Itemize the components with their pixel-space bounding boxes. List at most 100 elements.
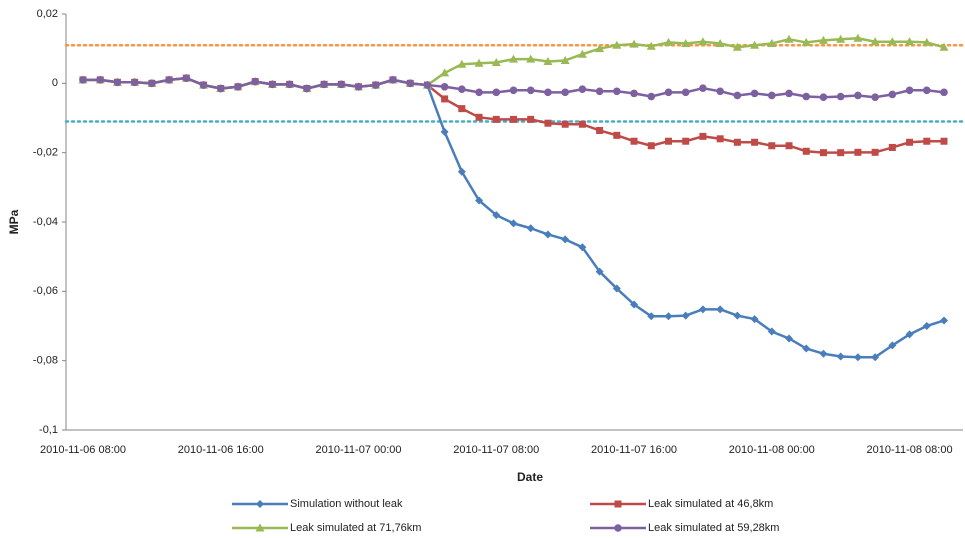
data-point (595, 267, 604, 276)
data-point (492, 211, 501, 220)
data-point (698, 37, 708, 46)
data-point (784, 34, 794, 43)
data-point (389, 76, 397, 84)
data-point (474, 58, 484, 67)
data-point (699, 84, 707, 92)
y-tick-label: -0,02 (33, 147, 58, 159)
data-point (801, 37, 811, 46)
y-tick-label: -0,08 (33, 355, 58, 367)
data-point (595, 87, 604, 96)
data-point (595, 44, 605, 53)
data-point (613, 87, 621, 96)
data-point (216, 84, 225, 93)
data-point (768, 142, 776, 150)
x-tick-label: 2010-11-06 08:00 (40, 444, 126, 456)
legend-marker (614, 524, 622, 532)
data-point (458, 105, 466, 113)
data-point (630, 300, 639, 309)
legend-marker (614, 500, 622, 508)
y-tick-label: 0 (52, 77, 58, 89)
data-point (922, 322, 931, 330)
data-point (818, 35, 828, 44)
data-point (130, 78, 139, 87)
data-point (939, 42, 949, 51)
data-point (79, 76, 87, 84)
data-point (836, 34, 846, 43)
data-point (853, 33, 863, 42)
data-point (544, 119, 552, 127)
data-point (836, 352, 845, 361)
data-point (664, 88, 673, 97)
x-tick-label: 2010-11-07 00:00 (315, 444, 401, 456)
data-point (733, 91, 742, 100)
data-point (854, 91, 862, 100)
data-point (543, 230, 552, 239)
data-point (457, 167, 466, 176)
data-point (629, 39, 639, 48)
data-point (441, 95, 449, 103)
data-point (716, 87, 724, 96)
legend-label: Simulation without leak (290, 498, 403, 510)
data-point (768, 91, 776, 100)
data-point (577, 49, 587, 58)
data-point (371, 81, 380, 89)
data-point (406, 79, 414, 88)
data-point (802, 147, 810, 155)
data-point (871, 148, 879, 156)
data-point (561, 88, 569, 97)
data-point (612, 284, 621, 293)
data-point (922, 86, 931, 95)
data-point (440, 83, 449, 91)
legend-label: Leak simulated at 59,28km (648, 522, 779, 534)
data-point (113, 78, 122, 87)
data-point (905, 37, 915, 46)
x-tick-label: 2010-11-07 16:00 (591, 444, 677, 456)
data-point (837, 149, 845, 157)
data-point (888, 143, 896, 151)
data-point (906, 138, 914, 146)
data-point (440, 127, 449, 136)
data-point (526, 224, 535, 233)
data-point (544, 88, 552, 97)
data-point (750, 40, 760, 49)
data-point (613, 131, 621, 139)
data-point (268, 80, 277, 89)
x-tick-label: 2010-11-06 16:00 (178, 444, 264, 456)
data-point (475, 196, 484, 205)
data-point (922, 37, 932, 46)
data-point (165, 76, 173, 84)
data-point (681, 38, 691, 47)
data-point (802, 92, 811, 101)
data-point (819, 149, 827, 157)
data-point (664, 312, 673, 321)
data-point (199, 81, 208, 89)
x-tick-label: 2010-11-08 00:00 (729, 444, 815, 456)
data-point (148, 79, 156, 88)
data-point (647, 312, 656, 321)
legend-marker (255, 523, 265, 532)
data-point (888, 90, 897, 99)
data-point (785, 334, 794, 343)
data-point (905, 86, 914, 95)
data-point (715, 38, 725, 47)
data-point (630, 89, 638, 98)
data-point (354, 83, 363, 91)
data-point (802, 344, 811, 353)
data-point (871, 93, 879, 101)
data-point (663, 37, 673, 46)
legend-marker (256, 500, 264, 508)
data-point (767, 38, 777, 47)
data-point (681, 311, 690, 320)
data-point (560, 55, 570, 64)
data-point (234, 83, 242, 91)
y-tick-label: -0,04 (33, 216, 58, 228)
data-point (96, 76, 105, 84)
data-point (750, 315, 759, 324)
data-point (285, 80, 294, 89)
data-point (612, 40, 622, 49)
data-point (578, 120, 586, 128)
data-point (509, 219, 518, 228)
data-point (509, 86, 518, 95)
legend-label: Leak simulated at 46,8km (648, 498, 773, 510)
data-point (510, 115, 517, 123)
